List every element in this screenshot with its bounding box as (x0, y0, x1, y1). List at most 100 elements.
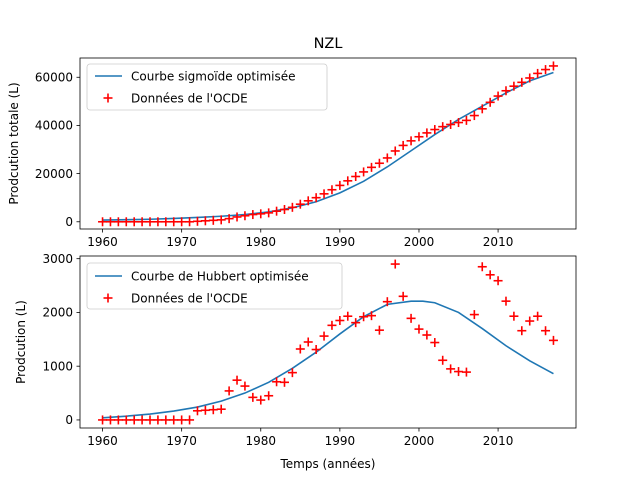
top-data-point-1976 (224, 214, 234, 224)
bottom-data-point-1960 (98, 415, 108, 425)
top-data-point-1972 (192, 216, 202, 226)
top-data-point-1994 (367, 162, 377, 172)
top-legend-label-curve: Courbe sigmoïde optimisée (131, 70, 296, 84)
top-data-point-1973 (200, 216, 210, 226)
top-legend-label-data: Données de l'OCDE (131, 92, 248, 106)
bottom-y-tick-label-2000: 2000 (42, 306, 73, 320)
bottom-plot-area (98, 259, 558, 425)
bottom-data-point-1968 (161, 415, 171, 425)
top-legend: Courbe sigmoïde optimisée Données de l'O… (86, 63, 328, 111)
top-data-point-1995 (374, 158, 384, 168)
top-data-point-1975 (216, 215, 226, 225)
bottom-data-point-1988 (319, 331, 329, 341)
bottom-data-point-1965 (137, 415, 147, 425)
bottom-data-point-1986 (303, 337, 313, 347)
top-data-point-1977 (232, 212, 242, 222)
top-data-point-2015 (533, 68, 543, 78)
top-x-tick-label-1980: 1980 (245, 235, 276, 249)
top-panel: NZL 1960 1970 1980 1990 2000 2010 0 20000 40000… (7, 36, 577, 249)
bottom-data-point-1983 (279, 377, 289, 387)
bottom-data-point-2001 (422, 330, 432, 340)
top-data-point-2012 (509, 81, 519, 91)
bottom-data-point-2008 (477, 262, 487, 272)
top-y-tick-label-20000: 20000 (35, 167, 73, 181)
top-data-point-1989 (327, 185, 337, 195)
bottom-data-point-1981 (264, 391, 274, 401)
bottom-data-point-1966 (145, 415, 155, 425)
bottom-data-point-1985 (295, 344, 305, 354)
bottom-data-point-1990 (335, 316, 345, 325)
top-data-point-1961 (105, 217, 115, 227)
bottom-data-point-2017 (548, 335, 558, 345)
bottom-data-point-1974 (208, 405, 218, 415)
bottom-x-axis-label: Temps (années) (280, 457, 376, 471)
bottom-data-point-1976 (224, 386, 234, 396)
bottom-data-point-1993 (359, 312, 369, 322)
bottom-data-point-1998 (398, 291, 408, 301)
bottom-data-point-2011 (501, 296, 511, 306)
top-data-point-1984 (287, 202, 297, 212)
bottom-x-ticks: 1960 1970 1980 1990 2000 2010 (87, 428, 513, 448)
bottom-data-point-2013 (517, 326, 527, 336)
bottom-legend-label-data: Données de l'OCDE (131, 292, 248, 306)
bottom-data-point-1995 (374, 325, 384, 335)
top-data-point-1965 (137, 217, 147, 227)
bottom-data-point-1961 (105, 415, 115, 425)
bottom-data-point-1994 (367, 311, 377, 321)
bottom-data-point-1987 (311, 345, 321, 355)
bottom-data-point-1984 (287, 368, 297, 378)
top-data-point-1978 (240, 211, 250, 221)
top-y-tick-label-0: 0 (65, 215, 73, 229)
bottom-data-point-1962 (113, 415, 123, 425)
bottom-plot-frame (79, 255, 577, 429)
top-data-point-1971 (185, 217, 195, 227)
top-data-point-1990 (335, 180, 345, 190)
bottom-data-point-2004 (446, 364, 456, 374)
bottom-data-point-2015 (533, 311, 543, 321)
top-data-point-2008 (477, 104, 487, 114)
top-data-point-1974 (208, 215, 218, 225)
bottom-data-point-2000 (414, 324, 424, 334)
bottom-data-point-2005 (454, 367, 464, 377)
top-data-point-1992 (351, 171, 361, 181)
top-data-point-1960 (98, 217, 108, 227)
top-y-tick-label-60000: 60000 (35, 71, 73, 85)
top-plot-frame (79, 57, 577, 230)
top-data-point-2005 (454, 118, 464, 128)
bottom-data-point-1972 (192, 406, 202, 416)
top-data-point-2014 (525, 73, 535, 83)
bottom-fitted-curve (102, 300, 554, 419)
top-plot-area (98, 61, 558, 227)
bottom-data-point-1963 (121, 415, 131, 425)
bottom-data-point-2003 (438, 355, 448, 365)
bottom-legend-marker-swatch (103, 293, 113, 303)
bottom-data-point-1971 (185, 415, 195, 425)
top-data-point-1970 (177, 217, 187, 227)
top-data-point-1988 (319, 189, 329, 199)
top-data-point-2017 (548, 61, 558, 71)
bottom-legend: Courbe de Hubbert optimisée Données de l… (86, 262, 343, 310)
top-data-point-2011 (501, 86, 511, 96)
top-data-point-1986 (303, 196, 313, 206)
top-data-point-2003 (438, 122, 448, 132)
top-data-point-1982 (272, 206, 282, 216)
top-data-point-1962 (113, 217, 123, 227)
bottom-data-point-1980 (256, 395, 266, 405)
top-data-point-1966 (145, 217, 155, 227)
bottom-data-point-1982 (272, 377, 282, 387)
top-data-point-2001 (422, 128, 432, 138)
top-data-point-1998 (398, 140, 408, 150)
top-data-point-2000 (414, 132, 424, 142)
bottom-data-point-1970 (177, 415, 187, 425)
bottom-data-point-1977 (232, 375, 242, 385)
bottom-data-point-1969 (169, 415, 179, 425)
bottom-data-point-1991 (343, 311, 353, 321)
top-data-point-1983 (279, 204, 289, 214)
bottom-data-point-2006 (461, 367, 471, 377)
top-data-point-2009 (485, 97, 495, 107)
top-data-point-1964 (129, 217, 139, 227)
top-data-point-1969 (169, 217, 179, 227)
bottom-data-point-1979 (248, 392, 258, 402)
top-data-point-1963 (121, 217, 131, 227)
